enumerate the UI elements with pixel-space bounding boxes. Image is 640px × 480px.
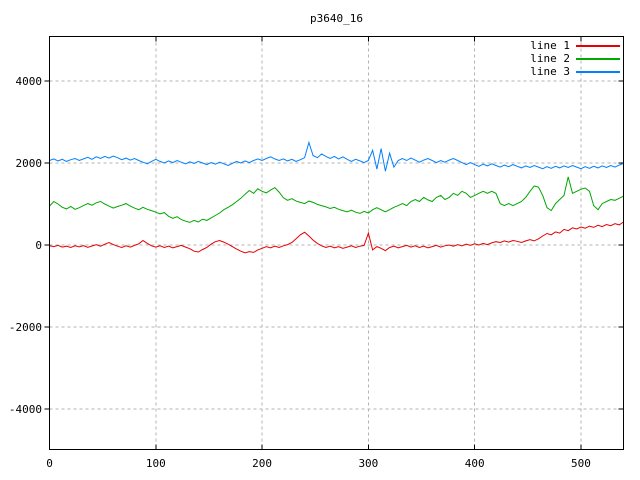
x-tick-label: 200 <box>252 457 272 470</box>
series-line-3 <box>49 140 624 172</box>
series-line-2 <box>49 176 624 223</box>
legend-line-sample <box>576 44 620 47</box>
legend-item-3: line 3 <box>530 66 620 77</box>
legend-label: line 3 <box>530 65 570 78</box>
y-tick-label: -4000 <box>9 403 42 416</box>
x-tick-label: 300 <box>358 457 378 470</box>
y-tick-label: 4000 <box>16 75 43 88</box>
legend-line-sample <box>576 70 620 73</box>
x-tick-label: 400 <box>465 457 485 470</box>
plot-border <box>49 36 624 450</box>
y-tick-label: 0 <box>35 239 42 252</box>
x-tick-label: 0 <box>46 457 53 470</box>
legend-label: line 1 <box>530 39 570 52</box>
legend-item-1: line 1 <box>530 40 620 51</box>
chart-title: p3640_16 <box>310 12 363 25</box>
legend-label: line 2 <box>530 52 570 65</box>
legend: line 1 line 2 line 3 <box>0 40 620 77</box>
series-line-1 <box>49 221 624 254</box>
y-tick-label: 2000 <box>16 157 43 170</box>
y-tick-label: -2000 <box>9 321 42 334</box>
x-tick-label: 100 <box>146 457 166 470</box>
legend-line-sample <box>576 57 620 60</box>
x-tick-label: 500 <box>571 457 591 470</box>
legend-item-2: line 2 <box>530 53 620 64</box>
